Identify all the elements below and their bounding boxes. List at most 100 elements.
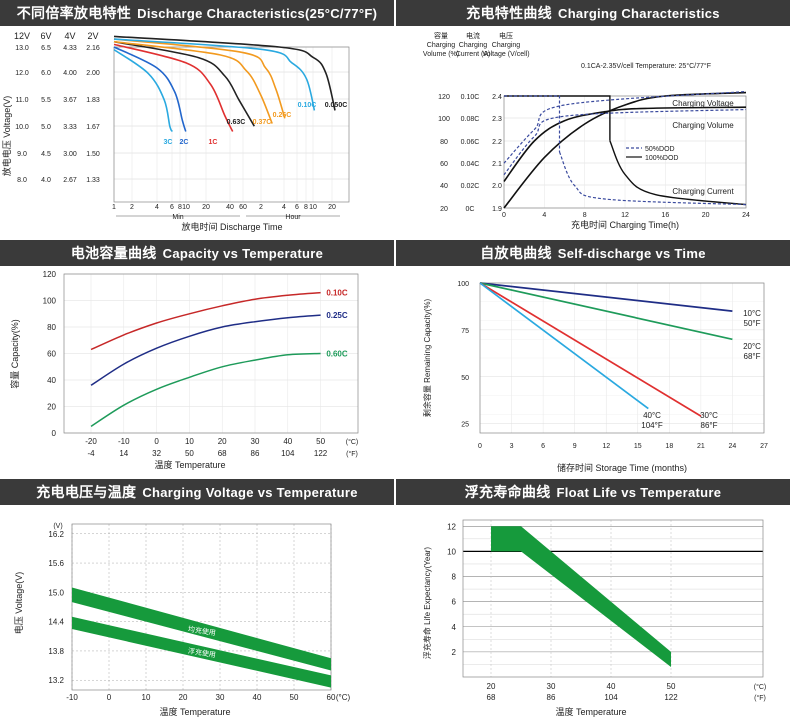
axis-header-en: Volume (%)	[423, 51, 459, 58]
discharge-curve-label: 1C	[209, 139, 218, 146]
x-tick-label: 27	[760, 443, 768, 450]
x-tick-label-c: 10	[185, 437, 194, 446]
y-tick-label: 2.16	[86, 45, 100, 52]
capacity-header: 电池容量曲线 Capacity vs Temperature	[0, 240, 394, 266]
x-tick-label-f: 122	[314, 449, 328, 458]
x-tick-label: 30	[216, 693, 225, 702]
y-tick-label: 13.0	[15, 45, 29, 52]
min-unit-label: Min	[172, 214, 183, 221]
y-tick-volume: 40	[440, 183, 448, 190]
axis-header-en: Charging	[492, 42, 521, 49]
charging-title-en: Charging Characteristics	[558, 5, 720, 21]
hour-unit-label: Hour	[285, 214, 301, 221]
y-tick-label: 4	[452, 623, 457, 632]
discharge-curve	[113, 46, 187, 132]
y-scale-header: 6V	[40, 31, 51, 41]
y-tick-label: 0	[52, 429, 57, 438]
x-tick-label: 24	[742, 212, 750, 219]
plot-frame	[503, 95, 747, 209]
axis-header-en: Charging	[459, 42, 488, 49]
x-tick-label-c: 20	[487, 682, 496, 691]
selfdischarge-label-f: 68°F	[744, 352, 761, 361]
selfdischarge-line	[479, 282, 702, 417]
discharge-curve-label: 3C	[164, 139, 173, 146]
charging-voltage-50dod	[503, 108, 747, 176]
chargevoltage-title-zh: 充电电压与温度	[36, 484, 137, 500]
plot-frame	[71, 523, 332, 691]
y-tick-label: 4.5	[41, 151, 51, 158]
y-tick-label: 6	[452, 598, 457, 607]
y-tick-label: 100	[43, 297, 57, 306]
y-axis-label: 剩余容量 Remaining Capacity(%)	[422, 299, 432, 418]
charging-header: 充电特性曲线 Charging Characteristics	[396, 0, 790, 26]
selfdischarge-label-c: 10°C	[743, 309, 761, 318]
y-tick-label: 3.33	[63, 124, 77, 131]
x-tick-label-f: -4	[87, 449, 95, 458]
y-tick-label: 5.0	[41, 124, 51, 131]
x-tick-label: 10	[309, 204, 317, 211]
y-tick-label: 75	[461, 328, 469, 335]
y-unit-label: (V)	[53, 523, 62, 530]
y-tick-voltage: 2.3	[492, 116, 502, 123]
x-tick-label: 40	[226, 204, 234, 211]
discharge-curve-label: 0.050C	[325, 102, 348, 109]
charging-current-label: Charging Current	[672, 187, 734, 196]
y-axis-label: 浮充寿命 Life Expectancy(Year)	[422, 547, 432, 660]
x-tick-label: 4	[282, 204, 286, 211]
y-scale-header: 12V	[14, 31, 30, 41]
charging-voltage-label: Charging Voltage	[672, 99, 734, 108]
x-tick-label: 20	[328, 204, 336, 211]
y-tick-volume: 100	[438, 116, 450, 123]
floatlife-panel: 浮充寿命曲线 Float Life vs Temperature 2 4 6 8 10 1…	[396, 479, 790, 719]
y-tick-voltage: 2.4	[492, 94, 502, 101]
y-tick-label: 80	[47, 323, 56, 332]
discharge-curve	[113, 38, 286, 119]
axis-header-zh: 电流	[466, 31, 480, 40]
x-tick-label: 12	[602, 443, 610, 450]
axis-header-en: Voltage (V/cell)	[482, 51, 529, 58]
discharge-curve-label: 0.10C	[298, 102, 317, 109]
y-tick-label: 25	[461, 422, 469, 429]
x-tick-label: 6	[170, 204, 174, 211]
y-tick-volume: 80	[440, 139, 448, 146]
x-unit-c: (°C)	[754, 683, 767, 691]
x-tick-label: 6	[541, 443, 545, 450]
voltage-band	[72, 587, 331, 671]
selfdischarge-label-c: 20°C	[743, 342, 761, 351]
x-axis-label: 温度 Temperature	[159, 706, 230, 717]
x-tick-label-f: 104	[281, 449, 295, 458]
chargevoltage-panel: 充电电压与温度 Charging Voltage vs Temperature …	[0, 479, 394, 719]
x-tick-label: 20	[702, 212, 710, 219]
capacity-curve-label: 0.25C	[326, 311, 348, 320]
y-tick-label: 50	[461, 375, 469, 382]
y-tick-label: 6.5	[41, 45, 51, 52]
selfdischarge-label-c: 40°C	[643, 411, 661, 420]
charging-note: 0.1CA-2.35V/cell Temperature: 25°C/77°F	[581, 62, 711, 70]
x-tick-label-c: 40	[283, 437, 292, 446]
discharge-curve-label: 2C	[180, 139, 189, 146]
y-tick-label: 12.0	[15, 70, 29, 77]
x-tick-label-c: -20	[85, 437, 97, 446]
x-tick-label: 3	[510, 443, 514, 450]
y-tick-label: 2.67	[63, 177, 77, 184]
x-axis-label: 放电时间 Discharge Time	[181, 221, 282, 232]
capacity-title-zh: 电池容量曲线	[70, 245, 157, 261]
y-tick-label: 2	[452, 648, 457, 657]
y-tick-current: 0.06C	[461, 139, 480, 146]
y-tick-label: 10	[447, 547, 456, 556]
selfdischarge-chart: 0 3 6 9 12 15 18 21 24 27 100 75 50 25 储存时间 Storage Ti…	[422, 281, 768, 473]
charging-title-zh: 充电特性曲线	[466, 5, 552, 21]
x-tick-label: 2	[130, 204, 134, 211]
x-unit-f: (°F)	[346, 450, 358, 458]
voltage-band	[72, 616, 331, 688]
x-tick-label-f: 122	[664, 693, 678, 702]
x-tick-label-f: 86	[547, 693, 556, 702]
selfdischarge-panel: 自放电曲线 Self-discharge vs Time 0 3 6 9 12 15 18 2…	[396, 240, 790, 474]
y-tick-label: 60	[47, 350, 56, 359]
x-tick-label-f: 86	[251, 449, 260, 458]
x-tick-label: 16	[661, 212, 669, 219]
charging-volume-50dod	[503, 90, 747, 164]
x-tick-label: 0	[107, 693, 112, 702]
x-tick-label: 10	[142, 693, 151, 702]
x-unit-c: (°C)	[346, 438, 359, 446]
